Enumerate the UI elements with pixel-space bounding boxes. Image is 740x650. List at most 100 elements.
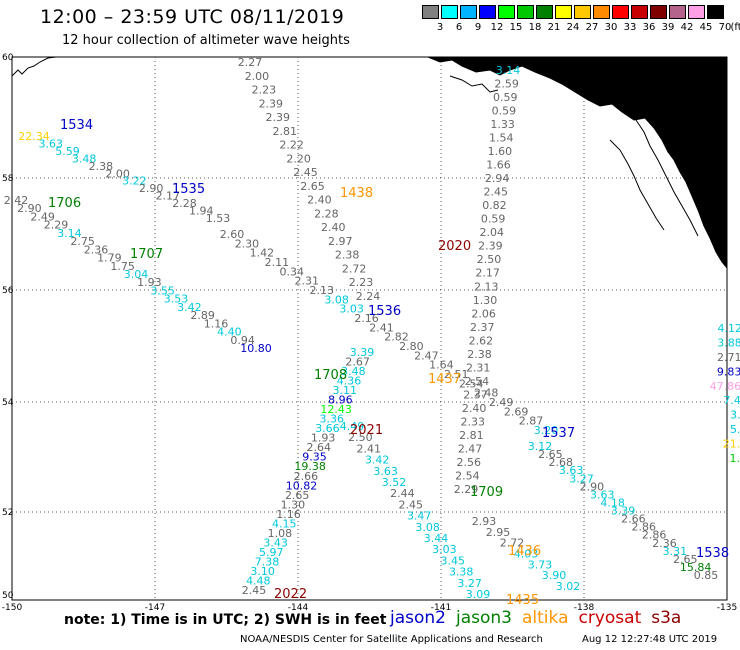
scale-label: 45 <box>699 22 713 33</box>
pass-time-label: 1538 <box>696 546 729 561</box>
wave-height-value: 1.60 <box>488 145 513 158</box>
legend-s3a: s3a <box>651 608 682 628</box>
scale-label: 21 <box>547 22 561 33</box>
scale-label: 27 <box>585 22 599 33</box>
wave-height-value: 1.16 <box>204 317 229 330</box>
scale-label: 33 <box>623 22 637 33</box>
wave-height-value: 3.53 <box>164 293 189 306</box>
wave-height-value: 2.40 <box>321 221 346 234</box>
scale-swatch <box>479 5 496 19</box>
wave-height-value: 2.67 <box>345 356 370 369</box>
wave-height-value: 2.75 <box>70 235 95 248</box>
wave-height-value: 4.36 <box>337 375 362 388</box>
wave-height-value: 1.30 <box>473 294 498 307</box>
wave-height-value: 2.37 <box>470 321 495 334</box>
wave-height-value: 3.08 <box>415 521 440 534</box>
wave-height-value: 2.50 <box>348 431 373 444</box>
wave-height-value: 0.82 <box>482 199 507 212</box>
wave-height-value: 2.29 <box>44 219 69 232</box>
wave-height-value: 0.94 <box>230 334 255 347</box>
wave-height-value: 3.03 <box>432 543 457 556</box>
wave-height-value: 9.35 <box>302 451 327 464</box>
wave-height-value: 2.17 <box>475 267 500 280</box>
wave-height-value: 2.23 <box>252 84 277 97</box>
wave-height-value: 2.38 <box>89 160 114 173</box>
wave-height-value: 3.66 <box>315 422 340 435</box>
wave-height-value: 3.43 <box>263 536 288 549</box>
latitude-label: 60 <box>2 53 14 63</box>
wave-height-value: 4.49 <box>340 420 365 433</box>
scale-label: 70 <box>718 22 732 33</box>
wave-height-value: 3.09 <box>466 588 491 601</box>
scale-swatch <box>593 5 610 19</box>
longitude-label: -138 <box>574 603 595 613</box>
wave-height-value: 0.59 <box>481 213 506 226</box>
wave-height-value: 3.10 <box>250 565 275 578</box>
pass-time-label: 1438 <box>340 186 373 201</box>
wave-height-value: 2.00 <box>245 70 270 83</box>
wave-height-value: 2.89 <box>190 309 215 322</box>
wave-height-value: 2.59 <box>494 78 519 91</box>
longitude-label: -144 <box>288 603 309 613</box>
wave-height-value: 2.56 <box>456 456 481 469</box>
wave-height-value: 3.42 <box>365 454 390 467</box>
wave-height-value: 2.13 <box>309 284 334 297</box>
wave-height-value: 1.66 <box>486 159 511 172</box>
timestamp-text: Aug 12 12:27:48 UTC 2019 <box>582 634 718 645</box>
wave-height-value: 2.82 <box>384 331 409 344</box>
wave-height-value: 2.60 <box>220 228 245 241</box>
wave-height-value: 2.66 <box>294 470 319 483</box>
wave-height-value: 3.14 <box>496 64 521 77</box>
wave-height-value: 2.38 <box>335 249 360 262</box>
legend-altika: altika <box>522 608 569 628</box>
wave-height-value: 8.96 <box>328 394 353 407</box>
wave-height-value: 2.54 <box>459 377 484 390</box>
wave-height-value: 0.34 <box>280 265 305 278</box>
scale-label: 18 <box>528 22 542 33</box>
scale-label: 39 <box>661 22 675 33</box>
legend-jason3: jason3 <box>456 608 512 628</box>
wave-height-value: 2.47 <box>414 349 439 362</box>
wave-height-value: 1.33 <box>490 118 515 131</box>
longitude-label: -150 <box>2 603 23 613</box>
pass-time-label: 1709 <box>470 485 503 500</box>
wave-height-value: 2.64 <box>307 441 332 454</box>
wave-height-value: 3.63 <box>559 464 584 477</box>
latitude-label: 50 <box>2 591 14 601</box>
wave-height-value: 2.39 <box>259 97 284 110</box>
wave-height-value: 2.45 <box>484 186 509 199</box>
wave-height-value: 4.03 <box>514 548 539 561</box>
wave-height-value: 2.97 <box>328 235 353 248</box>
wave-height-value: 2.94 <box>485 172 510 185</box>
wave-height-value: 2.90 <box>139 182 164 195</box>
wave-height-value: 2.39 <box>478 240 503 253</box>
wave-height-value: 1.93 <box>137 276 162 289</box>
wave-height-value: 2.37 <box>463 388 488 401</box>
wave-height-value: 2.41 <box>357 442 382 455</box>
scale-swatch <box>460 5 477 19</box>
wave-height-value: 2.86 <box>632 521 657 534</box>
wave-height-value: 2.42 <box>4 194 29 207</box>
pass-time-label: 1707 <box>130 247 163 262</box>
satellite-legend: jason2 jason3 altika cryosat s3a <box>390 608 691 628</box>
scale-label: 30 <box>604 22 618 33</box>
wave-height-value: 3.08 <box>324 293 349 306</box>
wave-height-value: 3.73 <box>528 558 553 571</box>
wave-height-value: 4.48 <box>246 574 271 587</box>
wave-height-value: 2.45 <box>242 584 267 597</box>
wave-height-value: 1.16 <box>276 508 301 521</box>
wave-height-value: 2.29 <box>454 483 479 496</box>
wave-height-value: 3.11 <box>332 384 357 397</box>
wave-height-value: 2.36 <box>84 243 109 256</box>
pass-time-label: 1708 <box>314 368 347 383</box>
wave-height-value: 15.84 <box>680 561 712 574</box>
wave-height-value: 2.40 <box>462 402 487 415</box>
wave-height-value: 2.65 <box>673 553 698 566</box>
wave-height-value: 2.87 <box>519 415 544 428</box>
scale-swatch <box>631 5 648 19</box>
scale-swatch <box>422 5 439 19</box>
wave-height-value: 2.16 <box>354 312 379 325</box>
pass-time-label: 1535 <box>172 182 205 197</box>
scale-swatch <box>498 5 515 19</box>
